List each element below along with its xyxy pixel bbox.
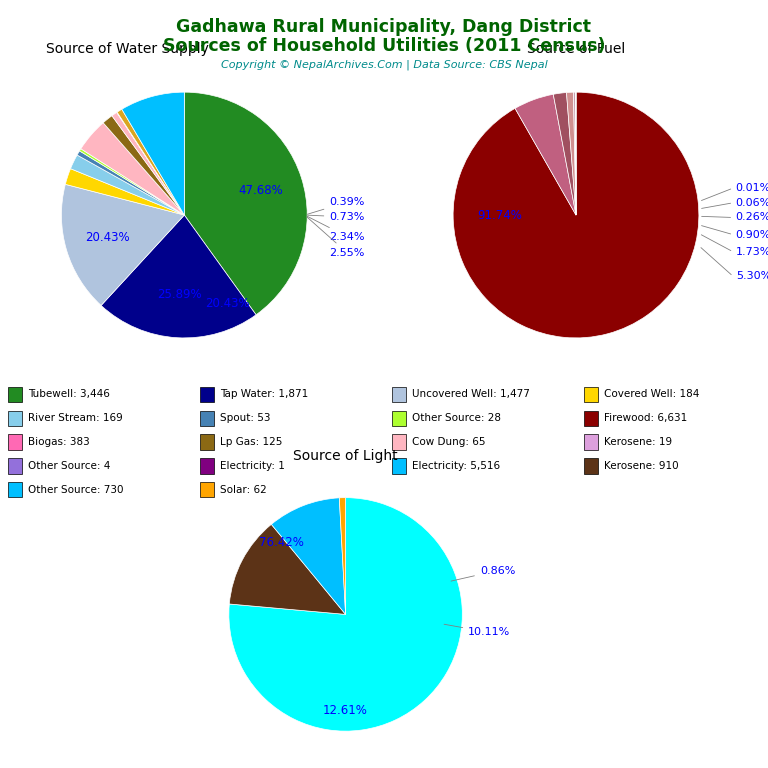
Bar [8, 411, 22, 426]
Wedge shape [65, 169, 184, 215]
Text: 47.68%: 47.68% [238, 184, 283, 197]
Wedge shape [117, 109, 184, 215]
Text: Spout: 53: Spout: 53 [220, 413, 270, 423]
Wedge shape [271, 498, 346, 614]
Bar [200, 458, 214, 474]
Bar [8, 435, 22, 450]
Text: 10.11%: 10.11% [444, 624, 511, 637]
Wedge shape [553, 92, 576, 215]
Text: 0.86%: 0.86% [451, 565, 515, 581]
Wedge shape [61, 184, 184, 306]
Wedge shape [112, 112, 184, 215]
Text: 0.73%: 0.73% [307, 212, 365, 222]
Text: Tubewell: 3,446: Tubewell: 3,446 [28, 389, 110, 399]
Text: Other Source: 4: Other Source: 4 [28, 461, 110, 471]
Wedge shape [229, 498, 462, 731]
Text: Copyright © NepalArchives.Com | Data Source: CBS Nepal: Copyright © NepalArchives.Com | Data Sou… [220, 60, 548, 71]
Text: 20.43%: 20.43% [85, 231, 130, 244]
Text: Biogas: 383: Biogas: 383 [28, 437, 89, 447]
Bar [392, 411, 406, 426]
Text: 20.43%: 20.43% [205, 297, 250, 310]
Bar [200, 387, 214, 402]
Text: 2.34%: 2.34% [307, 217, 365, 242]
Wedge shape [515, 94, 576, 215]
Text: Sources of Household Utilities (2011 Census): Sources of Household Utilities (2011 Cen… [163, 37, 605, 55]
Bar [200, 411, 214, 426]
Text: 25.89%: 25.89% [157, 288, 202, 301]
Text: 5.30%: 5.30% [736, 271, 768, 282]
Text: Other Source: 730: Other Source: 730 [28, 485, 123, 495]
Text: 12.61%: 12.61% [323, 703, 368, 717]
Title: Source of Fuel: Source of Fuel [527, 42, 625, 56]
Text: Kerosene: 910: Kerosene: 910 [604, 461, 678, 471]
Text: 0.06%: 0.06% [736, 197, 768, 208]
Wedge shape [103, 116, 184, 215]
Wedge shape [117, 112, 184, 215]
Text: Other Source: 28: Other Source: 28 [412, 413, 501, 423]
Text: 91.74%: 91.74% [478, 209, 522, 221]
Text: Covered Well: 184: Covered Well: 184 [604, 389, 699, 399]
Bar [8, 387, 22, 402]
Text: Source of Water Supply: Source of Water Supply [46, 42, 209, 56]
Bar [584, 435, 598, 450]
Text: 0.01%: 0.01% [736, 183, 768, 193]
Bar [584, 411, 598, 426]
Wedge shape [117, 112, 184, 215]
Text: 1.73%: 1.73% [736, 247, 768, 257]
Text: River Stream: 169: River Stream: 169 [28, 413, 122, 423]
Text: 0.39%: 0.39% [307, 197, 365, 214]
Wedge shape [80, 149, 184, 215]
Text: 0.90%: 0.90% [736, 230, 768, 240]
Text: Lp Gas: 125: Lp Gas: 125 [220, 437, 282, 447]
Bar [584, 458, 598, 474]
Text: Uncovered Well: 1,477: Uncovered Well: 1,477 [412, 389, 529, 399]
Wedge shape [71, 155, 184, 215]
Bar [8, 482, 22, 498]
Text: 2.55%: 2.55% [307, 217, 365, 257]
Text: Firewood: 6,631: Firewood: 6,631 [604, 413, 687, 423]
Wedge shape [81, 123, 184, 215]
Title: Source of Light: Source of Light [293, 449, 398, 463]
Text: 76.42%: 76.42% [259, 535, 304, 548]
Bar [392, 387, 406, 402]
Text: Electricity: 5,516: Electricity: 5,516 [412, 461, 500, 471]
Text: Cow Dung: 65: Cow Dung: 65 [412, 437, 485, 447]
Bar [200, 482, 214, 498]
Bar [584, 387, 598, 402]
Bar [392, 458, 406, 474]
Wedge shape [230, 525, 346, 614]
Text: Kerosene: 19: Kerosene: 19 [604, 437, 672, 447]
Bar [8, 458, 22, 474]
Text: Gadhawa Rural Municipality, Dang District: Gadhawa Rural Municipality, Dang Distric… [177, 18, 591, 35]
Wedge shape [567, 92, 576, 215]
Wedge shape [574, 92, 576, 215]
Wedge shape [339, 498, 346, 614]
Bar [200, 435, 214, 450]
Wedge shape [122, 92, 184, 215]
Wedge shape [184, 92, 307, 315]
Wedge shape [77, 151, 184, 215]
Text: Solar: 62: Solar: 62 [220, 485, 266, 495]
Text: Electricity: 1: Electricity: 1 [220, 461, 284, 471]
Wedge shape [101, 215, 256, 338]
Text: Tap Water: 1,871: Tap Water: 1,871 [220, 389, 308, 399]
Bar [392, 435, 406, 450]
Wedge shape [453, 92, 699, 338]
Text: 0.26%: 0.26% [736, 213, 768, 223]
